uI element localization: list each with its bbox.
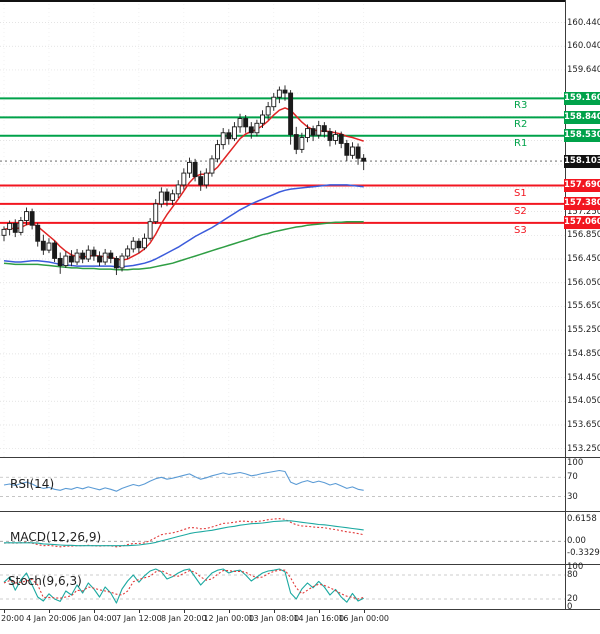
time-axis-label: 20:00: [1, 614, 25, 623]
price-badge-r3: 159.160: [564, 91, 600, 105]
time-axis-label: 7 Jan 12:00: [116, 614, 162, 623]
time-axis-tick: [48, 610, 50, 613]
indicator-axis-label: 0: [567, 602, 573, 612]
time-axis-label: 8 Jan 20:00: [161, 614, 207, 623]
price-axis-label: 154.850: [567, 348, 600, 359]
indicator-axis-label: 80: [567, 570, 578, 580]
price-axis-divider: [565, 0, 566, 610]
price-axis-label: 154.450: [567, 372, 600, 383]
indicator-axis-label: 30: [567, 491, 578, 502]
price-chart-canvas[interactable]: [0, 0, 565, 457]
price-badge-r2: 158.840: [564, 110, 600, 124]
stoch-panel-divider: [0, 564, 600, 565]
price-axis-label: 156.050: [567, 277, 600, 288]
macd-label: MACD(12,26,9): [10, 530, 102, 544]
time-axis-label: 14 Jan 16:00: [293, 614, 345, 623]
price-axis-label: 156.450: [567, 254, 600, 265]
chart-top-border: [0, 0, 565, 2]
time-axis-label: 12 Jan 00:00: [203, 614, 255, 623]
time-axis-tick: [228, 610, 230, 613]
indicator-axis-label: 100: [567, 457, 584, 468]
time-axis-label: 4 Jan 20:00: [26, 614, 72, 623]
time-axis-label: 13 Jan 08:00: [248, 614, 300, 623]
stoch-canvas[interactable]: [0, 565, 565, 609]
time-axis-tick: [273, 610, 275, 613]
last-price-badge: 158.103: [564, 154, 600, 168]
price-axis-label: 160.440: [567, 17, 600, 28]
time-axis-tick: [318, 610, 320, 613]
price-badge-s2: 157.380: [564, 197, 600, 211]
rsi-panel-divider: [0, 457, 600, 458]
price-axis-label: 156.850: [567, 230, 600, 241]
price-axis-label: 155.250: [567, 325, 600, 336]
price-axis-label: 160.040: [567, 41, 600, 52]
indicator-axis-label: 0.00: [567, 536, 586, 547]
price-axis-label: 153.650: [567, 419, 600, 430]
time-axis-tick: [363, 610, 365, 613]
price-axis-label: 157.250: [567, 206, 600, 217]
time-axis-label: 6 Jan 04:00: [71, 614, 117, 623]
price-badge-r1: 158.530: [564, 129, 600, 143]
stoch-label: Stoch(9,6,3): [8, 574, 82, 588]
indicator-axis-label: 70: [567, 472, 578, 483]
price-axis-label: 155.650: [567, 301, 600, 312]
time-axis-divider: [0, 609, 600, 610]
price-axis-label: 153.250: [567, 443, 600, 454]
rsi-label: RSI(14): [10, 477, 55, 491]
price-axis-label: 159.640: [567, 64, 600, 75]
price-axis-label: 154.050: [567, 396, 600, 407]
time-axis-label: 16 Jan 00:00: [338, 614, 389, 623]
indicator-axis-label: -0.3329: [567, 548, 600, 559]
rsi-canvas[interactable]: [0, 458, 565, 511]
time-axis-tick: [4, 610, 5, 613]
macd-canvas[interactable]: [0, 512, 565, 564]
price-badge-s1: 157.690: [564, 179, 600, 193]
time-axis-tick: [138, 610, 140, 613]
indicator-axis-label: 20: [567, 594, 578, 604]
macd-panel-divider: [0, 511, 600, 512]
time-axis-tick: [93, 610, 95, 613]
indicator-axis-label: 0.6158: [567, 513, 597, 524]
time-axis-tick: [183, 610, 185, 613]
price-badge-s3: 157.060: [564, 216, 600, 230]
